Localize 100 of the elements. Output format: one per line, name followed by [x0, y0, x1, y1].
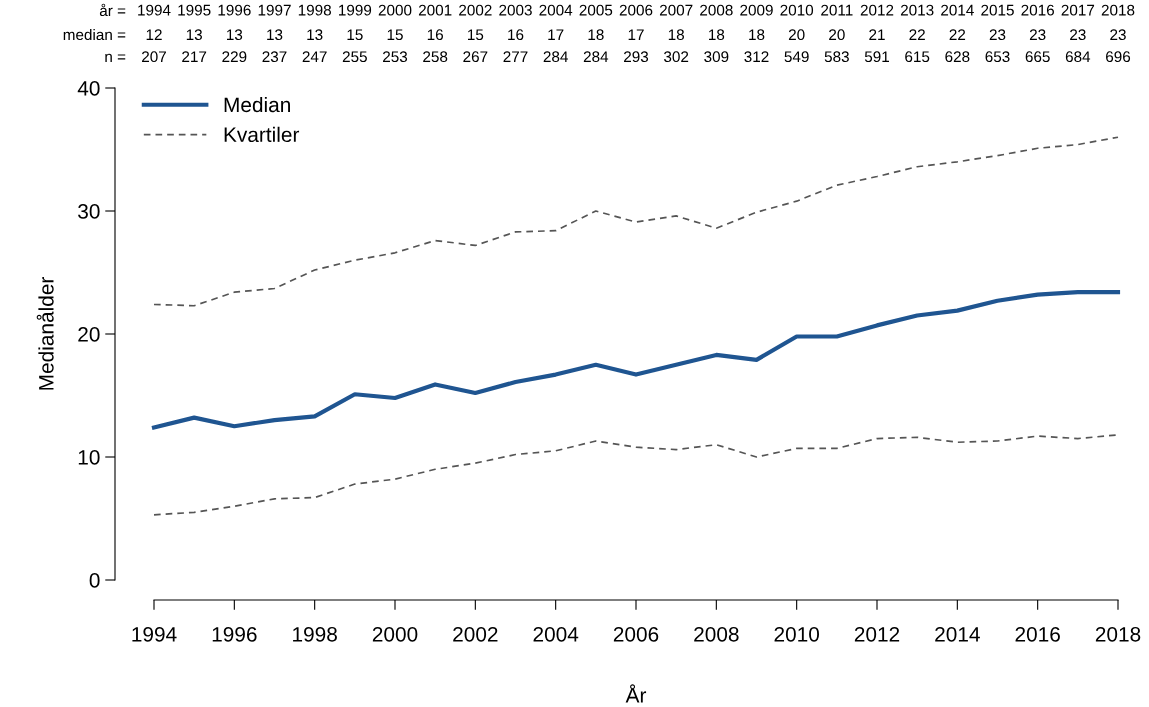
- x2-tick-label: 2000: [378, 4, 412, 16]
- text: 18: [668, 29, 684, 41]
- text: 665: [1025, 51, 1050, 63]
- x2-tick-label: 2008: [700, 4, 733, 16]
- x-tick-label: 2016: [1015, 626, 1060, 642]
- x-tick-label: 2010: [774, 626, 820, 642]
- x2-tick-label: 2002: [459, 4, 492, 16]
- text: 16: [508, 29, 524, 41]
- x-tick-label: 2004: [533, 626, 579, 642]
- y-tick-label: 10: [78, 450, 100, 465]
- text: 229: [222, 51, 247, 63]
- text: 267: [463, 51, 488, 63]
- text: 23: [1070, 29, 1086, 41]
- text: 549: [784, 51, 809, 63]
- text: 17: [548, 29, 564, 40]
- text: 628: [945, 51, 970, 63]
- x2-tick-label: 2012: [860, 4, 894, 16]
- y-tick-label: 20: [78, 327, 100, 342]
- y-tick-label: 0: [89, 573, 100, 588]
- text: 23: [989, 29, 1006, 41]
- text: 217: [182, 51, 207, 62]
- x2-tick-label: 2016: [1021, 4, 1054, 16]
- text: 18: [749, 29, 765, 41]
- x2-tick-label: 2018: [1101, 4, 1135, 16]
- text: 615: [905, 51, 930, 63]
- y-tick-label: 40: [77, 81, 100, 96]
- line-series: [151, 290, 1121, 430]
- text: 18: [709, 29, 725, 41]
- x-tick-label: 2000: [372, 626, 418, 642]
- x2-tick-label: 2007: [659, 4, 693, 16]
- x2-tick-label: 2005: [579, 4, 613, 16]
- text: 22: [949, 29, 966, 40]
- text: 15: [387, 29, 403, 41]
- legend-label: Median: [224, 96, 290, 113]
- legend-label: Kvartiler: [224, 126, 300, 143]
- text: 591: [864, 51, 889, 63]
- x2-tick-label: 2003: [499, 4, 532, 16]
- text: 293: [624, 51, 649, 63]
- text: 22: [909, 29, 925, 40]
- text: 15: [468, 29, 484, 41]
- x2-tick-label: 2010: [780, 4, 814, 16]
- text: 583: [824, 51, 849, 63]
- x2-tick-label: 2009: [740, 4, 773, 16]
- y-axis-title: Medianålder: [36, 277, 54, 390]
- x-tick-label: 2012: [854, 626, 900, 642]
- text: 17: [628, 29, 644, 40]
- line-series: [153, 434, 1119, 516]
- text: 312: [744, 51, 769, 63]
- text: 12: [146, 29, 162, 40]
- x-tick-label: 1996: [212, 626, 257, 642]
- text: 13: [227, 29, 243, 41]
- text: 20: [829, 29, 845, 41]
- x2-tick-label: 1998: [298, 4, 331, 16]
- x-tick-label: 1998: [293, 626, 337, 642]
- text: 237: [262, 51, 287, 63]
- x2-tick-label: 2004: [539, 4, 573, 16]
- text: 277: [503, 51, 528, 62]
- text: 653: [985, 51, 1010, 63]
- y-tick-label: 30: [78, 204, 100, 219]
- text: 207: [142, 51, 166, 63]
- x2-tick-label: 1997: [258, 4, 291, 16]
- text: 18: [588, 29, 604, 41]
- text: 16: [427, 29, 443, 41]
- text: 23: [1110, 29, 1126, 41]
- text: 258: [423, 51, 448, 63]
- x-tick-label: 2014: [935, 626, 980, 642]
- text: 21: [869, 29, 885, 40]
- x-tick-label: 2002: [453, 626, 498, 642]
- x-axis-title: År: [625, 684, 647, 703]
- text: år =: [99, 3, 126, 17]
- x2-tick-label: 2017: [1061, 4, 1095, 16]
- text: 284: [543, 51, 568, 63]
- text: median =: [63, 28, 126, 41]
- x-tick-label: 2006: [613, 626, 659, 642]
- text: 684: [1065, 51, 1091, 63]
- text: 13: [267, 29, 283, 41]
- x2-tick-label: 1996: [218, 4, 251, 16]
- text: 255: [342, 51, 367, 63]
- x-tick-label: 2018: [1095, 626, 1141, 642]
- x2-tick-label: 2001: [418, 4, 452, 16]
- text: 13: [307, 29, 323, 41]
- x2-tick-label: 1994: [138, 4, 171, 16]
- text: 284: [583, 51, 609, 63]
- x-tick-label: 1994: [132, 626, 177, 642]
- text: 253: [383, 51, 408, 63]
- x2-tick-label: 2013: [900, 4, 934, 16]
- x2-tick-label: 2015: [981, 4, 1014, 16]
- text: 309: [704, 51, 729, 63]
- text: 302: [664, 51, 689, 63]
- x2-tick-label: 2011: [821, 4, 853, 16]
- text: 20: [788, 29, 805, 41]
- text: 13: [186, 29, 202, 41]
- text: 15: [347, 29, 363, 41]
- x2-tick-label: 2006: [619, 4, 653, 16]
- text: 23: [1029, 29, 1046, 41]
- text: 696: [1106, 51, 1131, 63]
- x2-tick-label: 1995: [178, 4, 211, 16]
- x2-tick-label: 1999: [339, 4, 372, 16]
- x2-tick-label: 2014: [941, 4, 974, 16]
- text: 247: [302, 51, 327, 62]
